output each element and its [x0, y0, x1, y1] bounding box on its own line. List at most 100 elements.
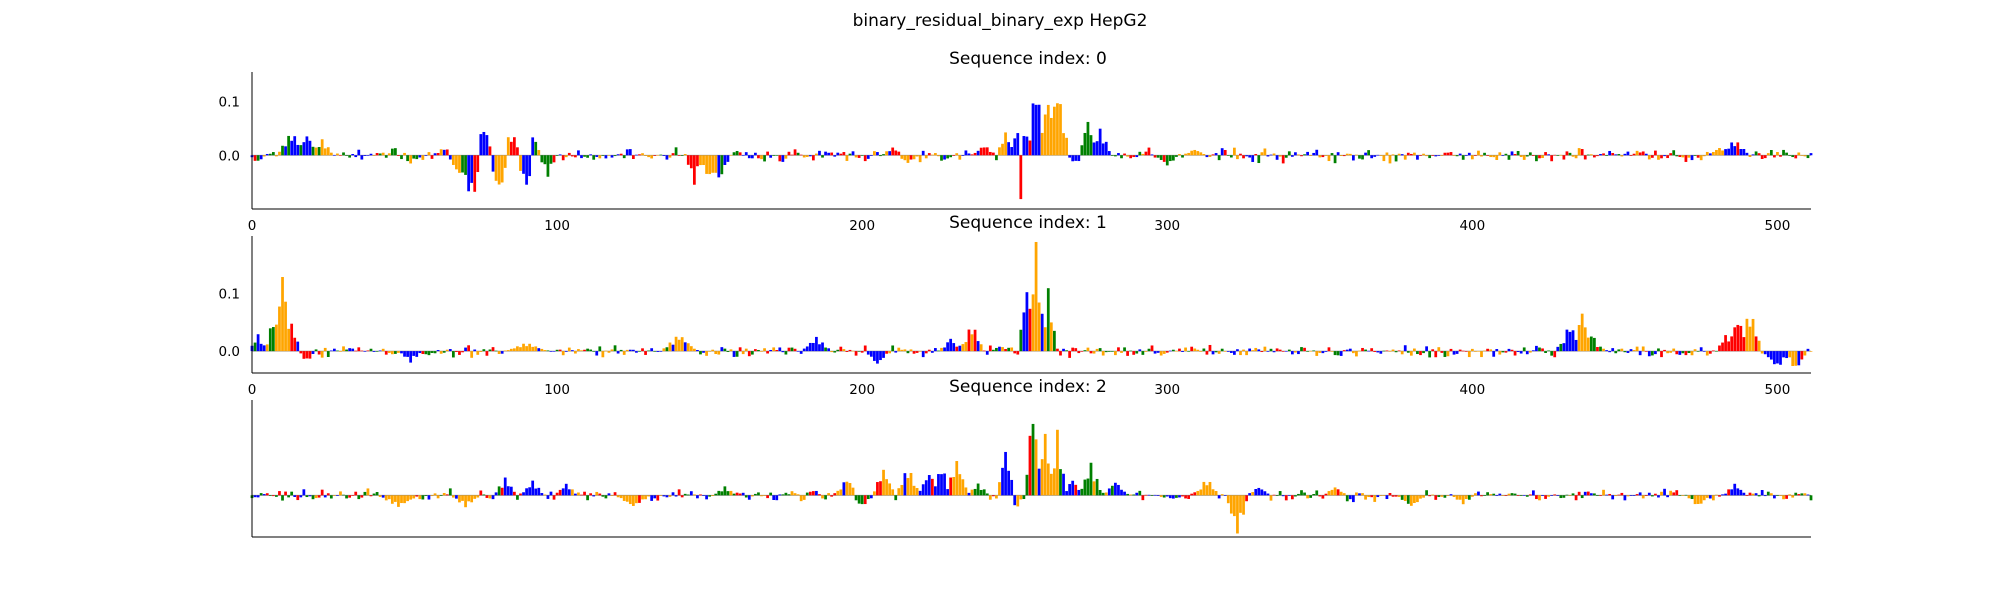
logo-bar — [714, 493, 718, 496]
logo-bar — [1217, 351, 1221, 354]
logo-bar — [1120, 155, 1123, 159]
logo-bar — [1428, 351, 1432, 358]
logo-bar — [1470, 495, 1474, 497]
logo-bar — [293, 337, 297, 352]
logo-bar — [333, 154, 336, 156]
logo-bar — [1138, 490, 1142, 496]
logo-bar — [635, 495, 638, 504]
logo-bar — [583, 155, 586, 157]
logo-bar — [961, 155, 965, 156]
logo-bar — [1156, 351, 1160, 353]
logo-bar — [1452, 495, 1456, 498]
logo-bar — [1535, 155, 1538, 162]
logo-bar — [1126, 155, 1129, 157]
logo-bar — [625, 495, 629, 502]
logo-bar — [1364, 349, 1367, 352]
y-tick-label: 0.0 — [219, 148, 240, 164]
logo-bar — [1031, 103, 1035, 156]
logo-bar — [387, 495, 391, 500]
logo-bar — [1672, 150, 1676, 156]
logo-bar — [839, 346, 843, 352]
logo-bar — [488, 349, 492, 352]
logo-bar — [400, 495, 403, 504]
logo-bar — [1187, 351, 1190, 352]
logo-bar — [253, 495, 257, 498]
logo-bar — [1809, 351, 1813, 352]
logo-bar — [1742, 337, 1746, 352]
logo-bar — [586, 348, 589, 352]
logo-bar — [854, 495, 858, 501]
logo-bar — [772, 495, 776, 500]
logo-bar — [1089, 135, 1093, 156]
logo-bar — [1556, 346, 1560, 352]
logo-bar — [711, 155, 715, 173]
logo-bar — [1696, 495, 1700, 504]
logo-bar — [1693, 349, 1697, 352]
logo-bar — [323, 148, 327, 156]
logo-bar — [708, 155, 712, 175]
logo-bar — [567, 489, 571, 496]
logo-bar — [604, 495, 608, 499]
logo-bar — [1437, 495, 1441, 497]
logo-bar — [1620, 155, 1624, 157]
logo-bar — [1275, 155, 1279, 160]
logo-bar — [638, 351, 641, 352]
logo-bar — [1181, 155, 1184, 158]
logo-bar — [1745, 152, 1749, 156]
logo-bar — [561, 488, 565, 496]
logo-bar — [775, 155, 779, 156]
logo-bar — [686, 343, 690, 352]
logo-bar — [821, 342, 824, 352]
logo-bar — [1577, 148, 1581, 156]
logo-bar — [1788, 494, 1792, 496]
logo-bar — [894, 351, 898, 353]
logo-bar — [546, 155, 550, 177]
logo-bar — [1114, 351, 1117, 356]
logo-bar — [1705, 495, 1709, 498]
logo-bar — [1107, 488, 1111, 496]
logo-bar — [299, 351, 303, 354]
logo-bar — [1327, 155, 1331, 162]
logo-bar — [305, 351, 309, 359]
logo-bar — [1568, 331, 1572, 352]
logo-bar — [662, 495, 666, 497]
logo-bar — [1528, 494, 1532, 496]
logo-bar — [1242, 349, 1245, 352]
logo-bar — [522, 492, 525, 496]
logo-bar — [784, 351, 788, 355]
logo-bar — [1171, 155, 1175, 161]
logo-bar — [1196, 490, 1200, 496]
logo-bar — [1202, 348, 1206, 352]
logo-bar — [1312, 494, 1316, 496]
logo-bar — [1379, 495, 1383, 496]
logo-bar — [793, 348, 797, 352]
logo-bar — [1763, 351, 1767, 355]
logo-bar — [522, 155, 525, 174]
logo-bar — [1644, 495, 1648, 496]
logo-bar — [1159, 495, 1163, 497]
logo-bar — [1382, 155, 1386, 162]
logo-bar — [1272, 494, 1276, 496]
logo-bar — [1541, 155, 1544, 159]
logo-bar — [955, 153, 959, 156]
logo-bar — [985, 493, 989, 496]
logo-bar — [1754, 336, 1758, 352]
logo-bar — [1043, 433, 1047, 496]
logo-bar — [1745, 318, 1749, 352]
logo-bar — [265, 344, 269, 352]
logo-bar — [433, 351, 437, 354]
logo-bar — [866, 495, 870, 500]
logo-bar — [336, 495, 339, 496]
logo-bar — [1535, 345, 1538, 352]
logo-bar — [439, 149, 443, 156]
logo-bar — [958, 155, 962, 160]
logo-bar — [1736, 324, 1740, 352]
logo-bar — [1409, 351, 1413, 356]
logo-bar — [439, 351, 443, 354]
logo-bar — [1181, 351, 1184, 352]
logo-bar — [796, 494, 800, 496]
logo-bar — [1678, 155, 1682, 157]
logo-bar — [1104, 141, 1108, 156]
logo-bar — [1406, 495, 1410, 504]
